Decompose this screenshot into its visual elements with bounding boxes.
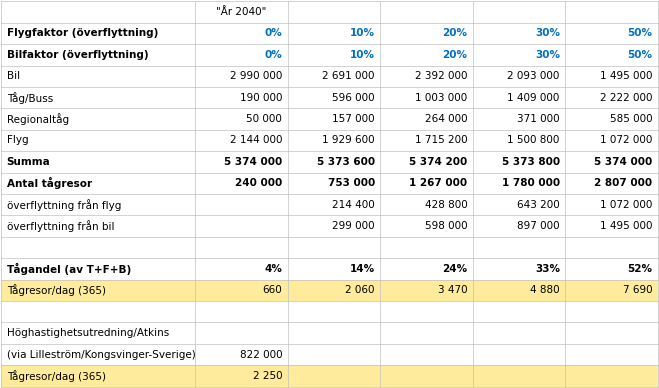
Text: (via Lilleström/Kongsvinger-Sverige): (via Lilleström/Kongsvinger-Sverige): [7, 350, 195, 360]
Text: 20%: 20%: [442, 50, 467, 60]
Text: 1 409 000: 1 409 000: [507, 93, 560, 103]
Text: 2 060: 2 060: [345, 285, 375, 295]
Text: överflyttning från flyg: överflyttning från flyg: [7, 199, 121, 211]
Text: 1 072 000: 1 072 000: [600, 200, 652, 210]
Text: 24%: 24%: [442, 264, 467, 274]
Text: 0%: 0%: [264, 28, 282, 38]
Text: 371 000: 371 000: [517, 114, 560, 124]
Text: 5 374 000: 5 374 000: [224, 157, 282, 167]
Text: 1 072 000: 1 072 000: [600, 135, 652, 146]
Text: Tågresor/dag (365): Tågresor/dag (365): [7, 284, 105, 296]
Text: 190 000: 190 000: [240, 93, 282, 103]
Text: 585 000: 585 000: [610, 114, 652, 124]
Text: 14%: 14%: [350, 264, 375, 274]
Text: 5 374 000: 5 374 000: [594, 157, 652, 167]
Text: 822 000: 822 000: [240, 350, 282, 360]
Text: 299 000: 299 000: [332, 221, 375, 231]
Text: 2 222 000: 2 222 000: [600, 93, 652, 103]
Text: 598 000: 598 000: [424, 221, 467, 231]
Text: 240 000: 240 000: [235, 178, 282, 188]
Text: 2 093 000: 2 093 000: [507, 71, 560, 81]
Text: 753 000: 753 000: [328, 178, 375, 188]
Text: Tågandel (av T+F+B): Tågandel (av T+F+B): [7, 263, 131, 275]
Text: 0%: 0%: [264, 50, 282, 60]
Text: Flygfaktor (överflyttning): Flygfaktor (överflyttning): [7, 28, 158, 38]
Text: 4%: 4%: [264, 264, 282, 274]
Text: 660: 660: [262, 285, 282, 295]
Text: Bilfaktor (överflyttning): Bilfaktor (överflyttning): [7, 50, 148, 60]
Text: Höghastighetsutredning/Atkins: Höghastighetsutredning/Atkins: [7, 328, 169, 338]
Text: 30%: 30%: [535, 28, 560, 38]
Text: Tågresor/dag (365): Tågresor/dag (365): [7, 370, 105, 382]
Text: 264 000: 264 000: [424, 114, 467, 124]
Text: 157 000: 157 000: [332, 114, 375, 124]
Text: 20%: 20%: [442, 28, 467, 38]
Text: Antal tågresor: Antal tågresor: [7, 177, 92, 189]
Text: 33%: 33%: [535, 264, 560, 274]
Text: 2 807 000: 2 807 000: [594, 178, 652, 188]
Text: 1 495 000: 1 495 000: [600, 71, 652, 81]
Text: 3 470: 3 470: [438, 285, 467, 295]
Text: 214 400: 214 400: [332, 200, 375, 210]
Text: Bil: Bil: [7, 71, 20, 81]
Text: 5 373 600: 5 373 600: [317, 157, 375, 167]
Text: 2 250: 2 250: [252, 371, 282, 381]
Text: 1 500 800: 1 500 800: [507, 135, 560, 146]
Text: 1 780 000: 1 780 000: [501, 178, 560, 188]
Text: 1 003 000: 1 003 000: [415, 93, 467, 103]
Text: 7 690: 7 690: [623, 285, 652, 295]
Text: 897 000: 897 000: [517, 221, 560, 231]
Bar: [1, 365, 658, 386]
Text: 1 929 600: 1 929 600: [322, 135, 375, 146]
Text: "År 2040": "År 2040": [216, 7, 266, 17]
Text: 643 200: 643 200: [517, 200, 560, 210]
Text: 2 392 000: 2 392 000: [415, 71, 467, 81]
Text: 10%: 10%: [350, 28, 375, 38]
Text: Regionaltåg: Regionaltåg: [7, 113, 69, 125]
Text: Tåg/Buss: Tåg/Buss: [7, 92, 53, 104]
Text: 5 374 200: 5 374 200: [409, 157, 467, 167]
Text: 1 715 200: 1 715 200: [415, 135, 467, 146]
Text: 4 880: 4 880: [530, 285, 560, 295]
Bar: [1, 280, 658, 301]
Text: 2 144 000: 2 144 000: [230, 135, 282, 146]
Text: 2 990 000: 2 990 000: [230, 71, 282, 81]
Text: 50 000: 50 000: [246, 114, 282, 124]
Text: 596 000: 596 000: [332, 93, 375, 103]
Text: 30%: 30%: [535, 50, 560, 60]
Text: 10%: 10%: [350, 50, 375, 60]
Text: 1 267 000: 1 267 000: [409, 178, 467, 188]
Text: 428 800: 428 800: [424, 200, 467, 210]
Text: 1 495 000: 1 495 000: [600, 221, 652, 231]
Text: Summa: Summa: [7, 157, 50, 167]
Text: 5 373 800: 5 373 800: [501, 157, 560, 167]
Text: Flyg: Flyg: [7, 135, 28, 146]
Text: 50%: 50%: [627, 50, 652, 60]
Text: 52%: 52%: [627, 264, 652, 274]
Text: överflyttning från bil: överflyttning från bil: [7, 220, 114, 232]
Text: 50%: 50%: [627, 28, 652, 38]
Text: 2 691 000: 2 691 000: [322, 71, 375, 81]
